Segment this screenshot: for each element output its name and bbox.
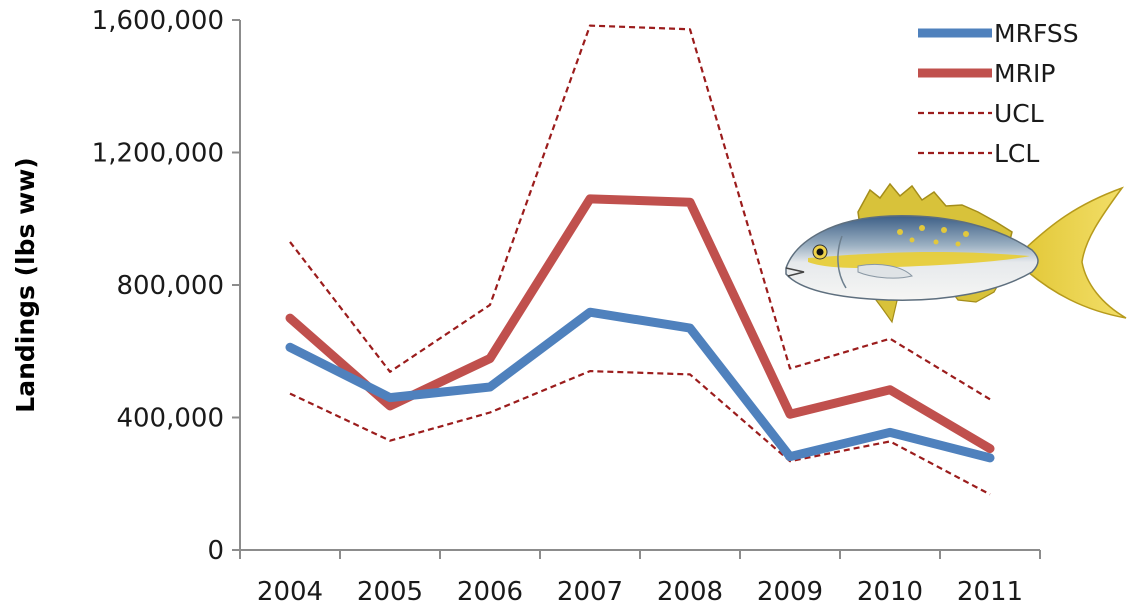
y-axis-ticks: 0 400,000 800,000 1,200,000 1,600,000 xyxy=(92,6,240,566)
series-line-lcl xyxy=(289,370,991,496)
y-tick-label: 800,000 xyxy=(116,271,224,301)
series-line-ucl xyxy=(289,24,991,401)
legend-label-mrfss: MRFSS xyxy=(994,19,1079,48)
y-tick-label: 1,600,000 xyxy=(92,6,224,36)
y-tick-label: 1,200,000 xyxy=(92,139,224,169)
x-tick-label: 2010 xyxy=(857,577,923,607)
yellowtail-snapper-fish-illustration xyxy=(785,182,1127,324)
y-tick-label: 0 xyxy=(207,536,224,566)
x-axis-ticks: 2004 2005 2006 2007 2008 2009 2010 2011 xyxy=(239,550,1041,607)
y-axis-title: Landings (lbs ww) xyxy=(11,157,40,412)
y-tick-label: 400,000 xyxy=(116,404,224,434)
legend-label-ucl: UCL xyxy=(994,99,1044,128)
x-tick-label: 2008 xyxy=(657,577,723,607)
x-tick-label: 2011 xyxy=(957,577,1023,607)
x-tick-label: 2009 xyxy=(757,577,823,607)
x-tick-label: 2005 xyxy=(357,577,423,607)
x-tick-label: 2006 xyxy=(457,577,523,607)
series-lines xyxy=(285,24,995,496)
legend-label-lcl: LCL xyxy=(994,139,1039,168)
series-line-mrfss xyxy=(285,307,995,463)
x-tick-label: 2004 xyxy=(257,577,323,607)
legend-label-mrip: MRIP xyxy=(994,59,1055,88)
x-tick-label: 2007 xyxy=(557,577,623,607)
legend: MRFSS MRIP UCL LCL xyxy=(918,19,1079,168)
